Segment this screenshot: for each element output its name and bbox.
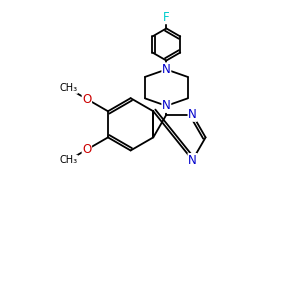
Text: N: N bbox=[162, 99, 171, 112]
Text: O: O bbox=[82, 93, 92, 106]
Text: CH₃: CH₃ bbox=[59, 155, 77, 165]
Text: N: N bbox=[188, 154, 197, 166]
Text: F: F bbox=[163, 11, 170, 24]
Text: O: O bbox=[82, 143, 92, 156]
Text: N: N bbox=[162, 63, 171, 76]
Text: CH₃: CH₃ bbox=[59, 83, 77, 93]
Text: N: N bbox=[188, 108, 197, 121]
